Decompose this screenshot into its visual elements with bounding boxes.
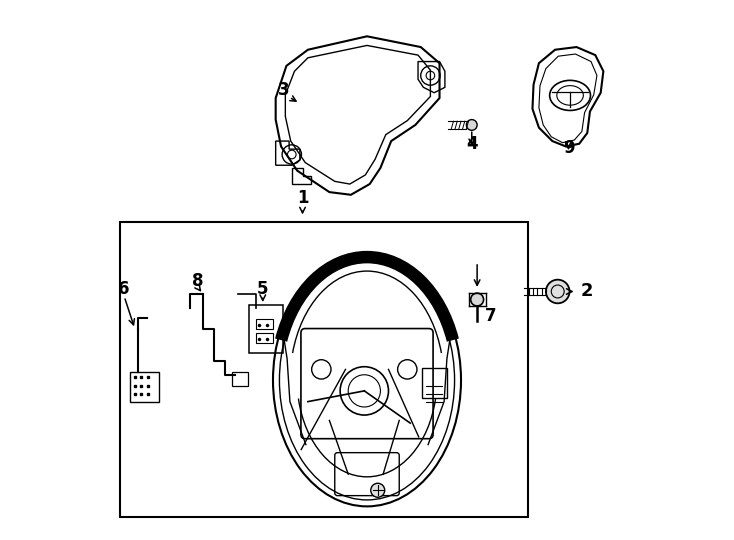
Text: 7: 7 [485, 307, 497, 325]
Text: 2: 2 [581, 282, 593, 300]
Text: 3: 3 [277, 82, 289, 99]
Circle shape [466, 119, 477, 130]
Bar [120, 221, 528, 517]
Bar [129, 372, 159, 402]
Bar [255, 333, 273, 342]
Bar [232, 372, 248, 386]
Text: 1: 1 [297, 188, 308, 207]
Text: 9: 9 [563, 139, 574, 158]
Text: 8: 8 [192, 272, 203, 290]
Text: 5: 5 [257, 280, 269, 298]
Circle shape [371, 483, 385, 497]
Circle shape [470, 293, 484, 306]
Circle shape [546, 280, 570, 303]
Bar [255, 320, 273, 329]
Text: 4: 4 [466, 135, 478, 153]
Text: 6: 6 [118, 280, 130, 298]
